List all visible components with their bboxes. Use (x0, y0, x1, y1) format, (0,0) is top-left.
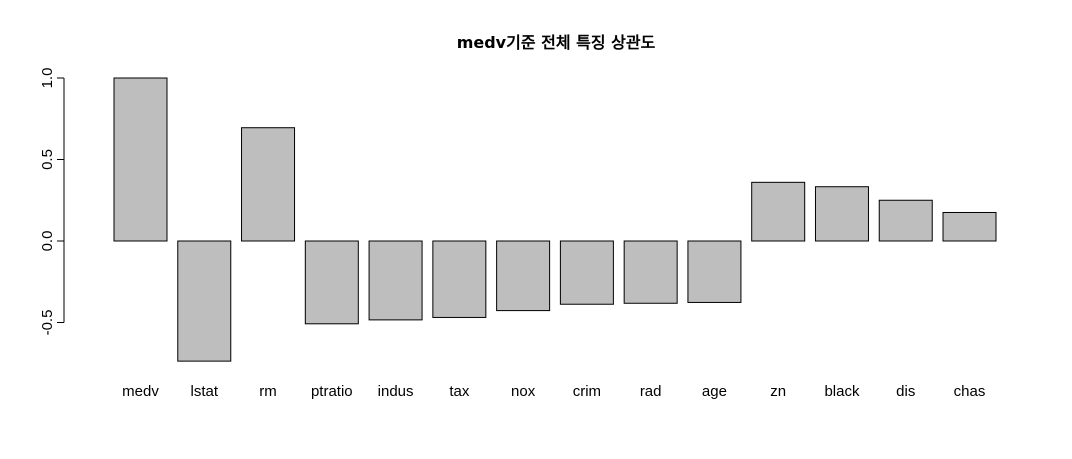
bar-zn (751, 181, 806, 242)
category-label-black: black (824, 383, 860, 400)
bar-nox (496, 240, 551, 312)
category-label-medv: medv (122, 383, 159, 400)
category-label-chas: chas (954, 383, 986, 400)
category-label-indus: indus (378, 383, 414, 400)
bar-crim (559, 240, 614, 305)
bar-black (814, 186, 869, 242)
category-labels: medv lstat rm ptratio indus tax nox crim rad age z… (122, 383, 985, 400)
y-tick-label: 0.0 (39, 231, 56, 252)
bar-lstat (177, 240, 232, 362)
bar-rm (241, 127, 296, 242)
y-tick-label: 0.5 (39, 149, 56, 170)
bar-chas (942, 211, 997, 242)
y-axis: -0.5 0.0 0.5 1.0 (39, 68, 65, 336)
category-label-lstat: lstat (191, 383, 219, 400)
category-label-nox: nox (511, 383, 536, 400)
category-label-crim: crim (573, 383, 601, 400)
chart-title: medv기준 전체 특징 상관도 (457, 33, 656, 52)
bar-indus (368, 240, 423, 321)
bar-ptratio (304, 240, 359, 325)
category-label-dis: dis (896, 383, 915, 400)
bar-dis (878, 199, 933, 242)
bar-tax (432, 240, 487, 318)
category-label-zn: zn (770, 383, 786, 400)
bar-age (687, 240, 742, 303)
category-label-ptratio: ptratio (311, 383, 353, 400)
category-label-rm: rm (259, 383, 277, 400)
y-tick-label: -0.5 (39, 310, 56, 336)
category-label-age: age (702, 383, 727, 400)
category-label-tax: tax (449, 383, 470, 400)
bars (113, 77, 997, 362)
y-tick-label: 1.0 (39, 68, 56, 89)
category-label-rad: rad (640, 383, 662, 400)
bar-rad (623, 240, 678, 304)
bar-medv (113, 77, 168, 242)
